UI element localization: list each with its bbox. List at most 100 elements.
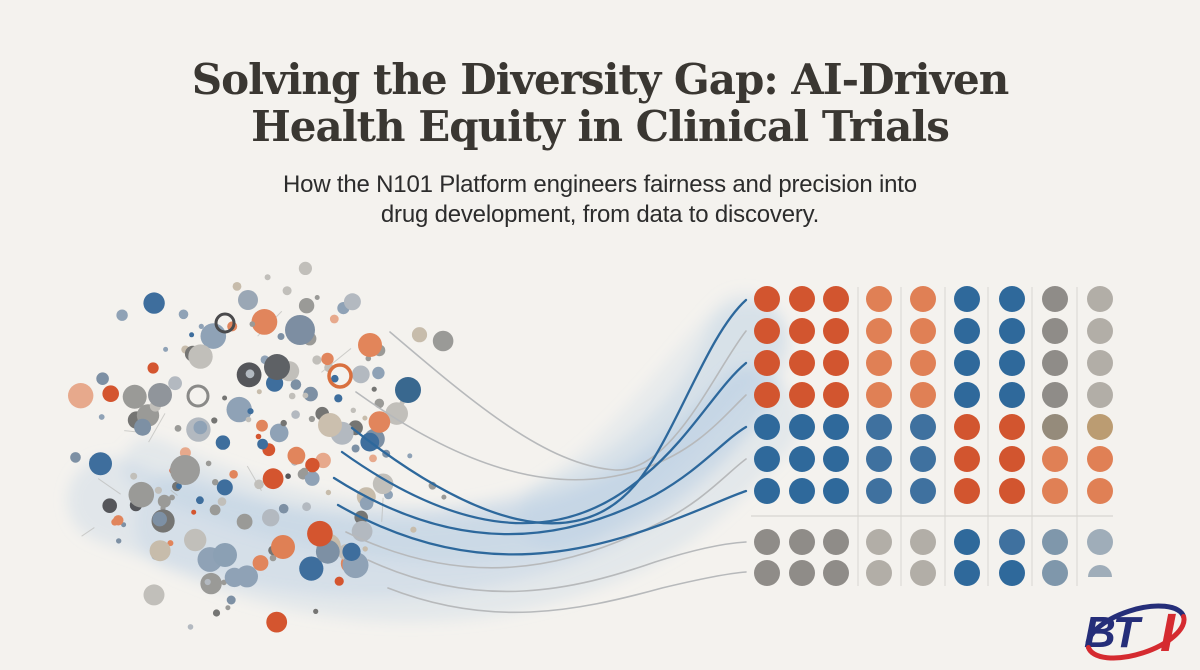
- cloud-dot: [362, 546, 368, 552]
- grid-dot: [866, 350, 892, 376]
- cloud-dot: [288, 392, 296, 400]
- cloud-dot: [211, 417, 218, 424]
- flow-line-dark: [340, 361, 748, 525]
- grid-dot: [823, 286, 849, 312]
- grid-dot: [1042, 382, 1068, 408]
- grid-dot: [1042, 318, 1068, 344]
- cloud-dot: [254, 479, 264, 490]
- dot-grid: [751, 286, 1113, 586]
- cloud-dot: [350, 407, 356, 413]
- grid-dot: [910, 446, 936, 472]
- grid-dot: [1042, 350, 1068, 376]
- grid-dot: [823, 560, 849, 586]
- cloud-dot: [187, 624, 194, 630]
- cloud-dot: [298, 298, 315, 314]
- cloud-dot: [299, 556, 324, 581]
- grid-dot: [1087, 414, 1113, 440]
- grid-dot: [1087, 286, 1113, 312]
- grid-dot: [910, 318, 936, 344]
- cloud-dot: [262, 509, 280, 527]
- flow-line-dark: [336, 489, 748, 556]
- cloud-dot: [256, 389, 262, 395]
- grid-dot: [754, 286, 780, 312]
- grid-dot: [910, 414, 936, 440]
- cloud-dot: [226, 396, 252, 423]
- cloud-dot: [282, 286, 292, 296]
- grid-dot: [789, 382, 815, 408]
- cloud-dot: [209, 504, 221, 516]
- header: Solving the Diversity Gap: AI-Driven Hea…: [0, 56, 1200, 230]
- dot-cloud: [68, 261, 454, 633]
- cloud-dot: [407, 453, 413, 459]
- cloud-dot: [329, 314, 339, 324]
- grid-dot: [1087, 446, 1113, 472]
- grid-dot: [954, 286, 980, 312]
- grid-dot: [754, 382, 780, 408]
- cloud-dot: [89, 452, 112, 476]
- cloud-dot: [154, 486, 162, 494]
- cloud-dot: [395, 377, 421, 403]
- cloud-dot: [264, 274, 271, 281]
- cloud-dot: [285, 473, 291, 480]
- grid-dot: [789, 478, 815, 504]
- grid-dot: [866, 382, 892, 408]
- cloud-dot: [113, 389, 119, 395]
- cloud-dot: [149, 540, 171, 562]
- cloud-dot: [308, 415, 315, 423]
- grid-dot: [789, 350, 815, 376]
- cloud-dot: [302, 392, 309, 399]
- cloud-dot: [291, 410, 300, 419]
- grid-dot: [1087, 529, 1113, 555]
- cloud-connector: [170, 489, 178, 496]
- grid-dot: [754, 350, 780, 376]
- cloud-dot: [269, 554, 277, 562]
- grid-dot: [754, 529, 780, 555]
- cloud-dot: [163, 346, 169, 352]
- cloud-dot: [225, 605, 231, 611]
- cloud-dot: [280, 419, 287, 427]
- cloud-dot: [304, 471, 320, 486]
- grid-dot: [823, 478, 849, 504]
- cloud-dot: [264, 354, 290, 380]
- cloud-dot: [128, 481, 155, 508]
- grid-dot: [866, 478, 892, 504]
- cloud-dot: [143, 584, 165, 606]
- flow-band: [67, 292, 800, 623]
- flow-line-light: [355, 391, 747, 481]
- cloud-dot: [318, 413, 342, 437]
- grid-dot: [789, 446, 815, 472]
- cloud-dot: [226, 595, 236, 605]
- cloud-dot: [111, 518, 119, 526]
- cloud-dot: [189, 332, 195, 338]
- cloud-ring-icon: [214, 312, 236, 334]
- grid-dot: [754, 478, 780, 504]
- grid-dot: [823, 382, 849, 408]
- grid-dot: [754, 414, 780, 440]
- cloud-dot: [157, 494, 171, 508]
- cloud-dot: [238, 290, 258, 310]
- cloud-dot: [298, 261, 312, 275]
- cloud-dot: [147, 362, 159, 374]
- grid-dot: [1042, 529, 1068, 555]
- flow-line-light: [367, 541, 747, 593]
- cloud-dot: [372, 366, 385, 380]
- cloud-dot: [334, 576, 344, 586]
- cloud-dot: [290, 379, 302, 390]
- cloud-dot: [278, 503, 289, 514]
- cloud-dot: [178, 309, 189, 320]
- grid-dot: [1042, 560, 1068, 586]
- grid-dot: [954, 446, 980, 472]
- cloud-dot: [174, 425, 182, 432]
- grid-dot: [999, 350, 1025, 376]
- flow-line-light: [345, 458, 747, 569]
- cloud-dot: [169, 494, 175, 501]
- subtitle-line-2: drug development, from data to discovery…: [380, 201, 820, 228]
- grid-dot: [866, 286, 892, 312]
- cloud-dot: [358, 333, 382, 357]
- cloud-dot: [193, 420, 208, 435]
- grid-dot: [866, 560, 892, 586]
- cloud-dot: [152, 511, 167, 527]
- grid-dot: [999, 529, 1025, 555]
- flow-line-light: [389, 330, 747, 471]
